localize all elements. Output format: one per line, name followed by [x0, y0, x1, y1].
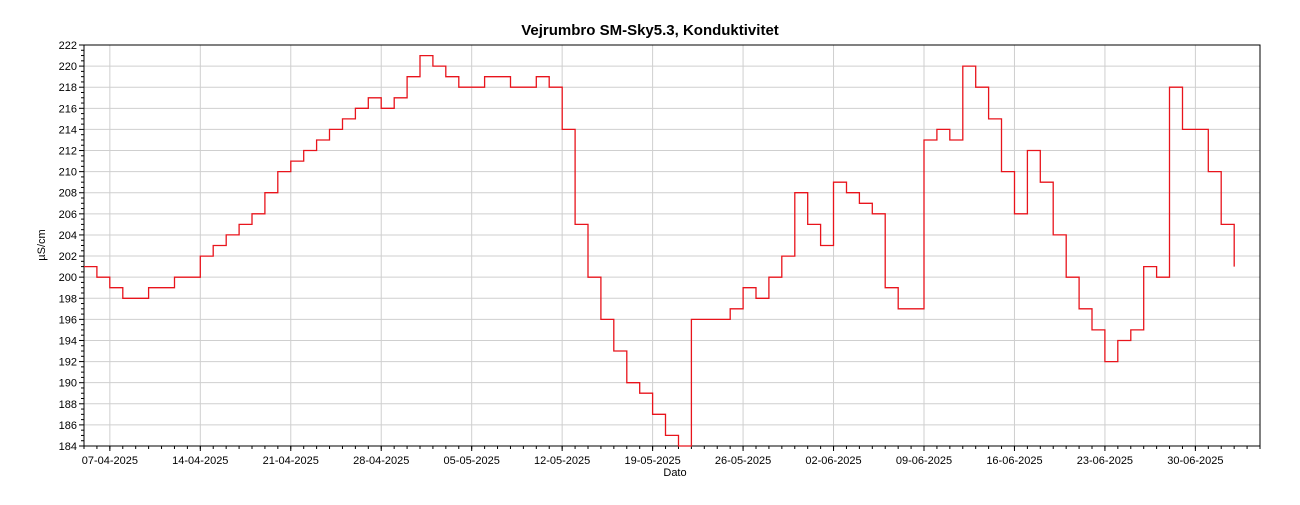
x-tick-label: 12-05-2025 — [534, 455, 590, 467]
x-tick-label: 02-06-2025 — [805, 455, 861, 467]
y-tick-label: 216 — [59, 103, 77, 115]
y-tick-label: 214 — [59, 124, 77, 136]
series-line — [84, 54, 1235, 447]
x-tick-label: 16-06-2025 — [986, 455, 1042, 467]
y-tick-label: 202 — [59, 251, 77, 263]
y-tick-label: 212 — [59, 146, 77, 158]
y-tick-label: 190 — [59, 378, 77, 390]
y-tick-label: 196 — [59, 314, 77, 326]
y-tick-label: 184 — [59, 441, 77, 453]
y-tick-label: 206 — [59, 209, 77, 221]
x-tick-label: 07-04-2025 — [82, 455, 138, 467]
y-tick-label: 188 — [59, 399, 77, 411]
plot-frame — [83, 44, 1261, 447]
x-tick-label: 26-05-2025 — [715, 455, 771, 467]
minor-ticks — [79, 44, 1261, 451]
y-tick-label: 194 — [59, 335, 77, 347]
y-tick-label: 186 — [59, 420, 77, 432]
x-tick-label: 21-04-2025 — [263, 455, 319, 467]
y-tick-label: 200 — [59, 272, 77, 284]
x-tick-label: 30-06-2025 — [1167, 455, 1223, 467]
chart-title: Vejrumbro SM-Sky5.3, Konduktivitet — [521, 22, 779, 39]
y-tick-labels: 184 186 188 190 192 194 196 198 200 202 204 206 208 2… — [59, 40, 77, 453]
x-tick-label: 09-06-2025 — [896, 455, 952, 467]
x-tick-label: 14-04-2025 — [172, 455, 228, 467]
x-tick-label: 28-04-2025 — [353, 455, 409, 467]
grid-lines — [84, 44, 1260, 447]
y-tick-label: 208 — [59, 188, 77, 200]
y-tick-label: 192 — [59, 357, 77, 369]
y-tick-label: 222 — [59, 40, 77, 52]
series-layer — [84, 54, 1235, 447]
y-tick-label: 220 — [59, 61, 77, 73]
x-tick-label: 05-05-2025 — [444, 455, 500, 467]
x-tick-label: 23-06-2025 — [1077, 455, 1133, 467]
x-axis-label: Dato — [663, 467, 686, 479]
x-tick-labels: 07-04-2025 14-04-2025 21-04-2025 28-04-2025… — [82, 455, 1224, 467]
y-tick-label: 218 — [59, 82, 77, 94]
y-tick-label: 204 — [59, 230, 77, 242]
y-axis-label: µS/cm — [36, 229, 48, 260]
x-tick-label: 19-05-2025 — [624, 455, 680, 467]
y-tick-label: 210 — [59, 167, 77, 179]
y-tick-label: 198 — [59, 293, 77, 305]
